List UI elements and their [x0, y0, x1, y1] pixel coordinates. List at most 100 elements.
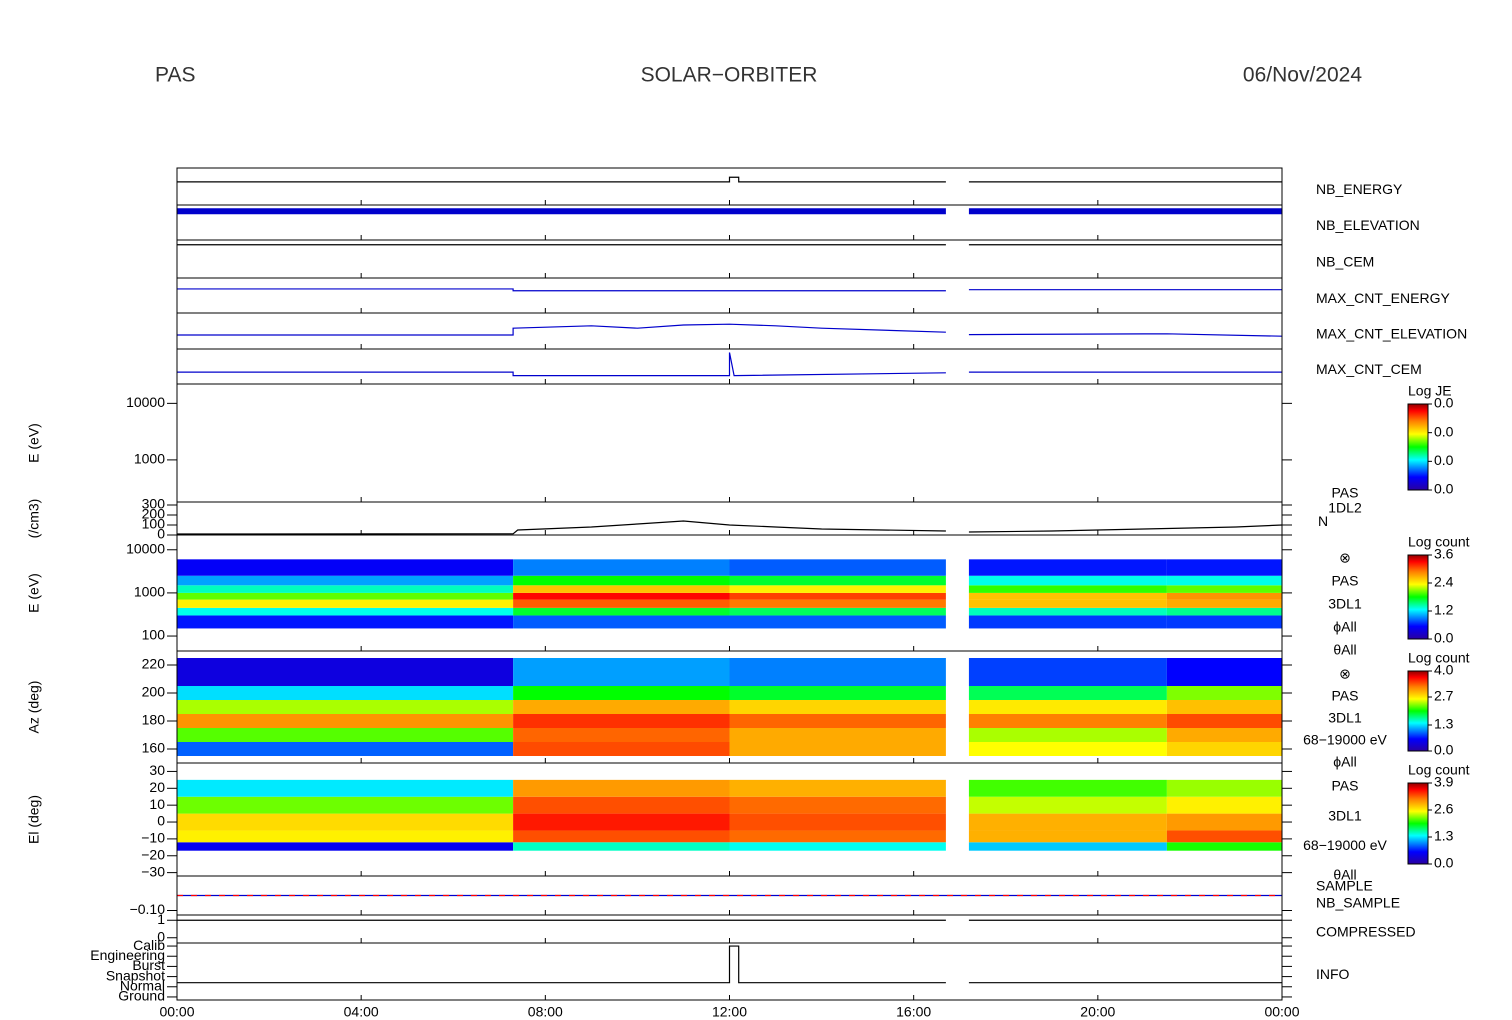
side-label: θAll [1333, 642, 1356, 658]
colorbar-tick-label: 0.0 [1434, 423, 1454, 439]
heat-cell [968, 686, 1167, 700]
heat-cell [1166, 842, 1282, 851]
heat-cell [968, 813, 1167, 831]
panel-label: COMPRESSED [1316, 924, 1416, 940]
side-label: PAS [1332, 485, 1359, 501]
heat-cell [1166, 714, 1282, 728]
side-label: PAS [1332, 778, 1359, 794]
y-tick-label: −10 [141, 830, 165, 846]
heat-cell [513, 714, 730, 728]
heat-cell [513, 700, 730, 714]
y-tick-label: Burst [132, 957, 165, 973]
colorbar-title: Log count [1408, 534, 1470, 550]
heat-cell [1166, 607, 1282, 616]
heat-cell [968, 728, 1167, 742]
heat-cell [513, 599, 730, 608]
colorbar-tick-label: 2.4 [1434, 574, 1454, 590]
heat-cell [968, 559, 1167, 576]
panel-frame [176, 383, 1283, 503]
y-axis-label: Az (deg) [26, 681, 42, 734]
series-line [176, 520, 1283, 535]
colorbar-tick-label: 2.7 [1434, 688, 1454, 704]
side-label: ϕAll [1333, 754, 1356, 770]
heat-cell [729, 742, 946, 756]
heat-cell [513, 559, 730, 576]
heat-cell [513, 575, 730, 586]
heat-cell [513, 813, 730, 831]
colorbar-tick-label: 4.0 [1434, 662, 1454, 678]
x-tick-label: 04:00 [344, 1004, 379, 1020]
heat-cell [177, 559, 514, 576]
panel-frame [176, 239, 1283, 279]
heat-cell [1166, 686, 1282, 700]
heat-cell [177, 658, 514, 686]
heat-cell [1166, 592, 1282, 600]
heat-cell [1166, 615, 1282, 629]
y-tick-label: 0 [157, 526, 165, 542]
colorbar-tick-label: 1.3 [1434, 828, 1454, 844]
heat-cell [177, 686, 514, 700]
heat-cell [729, 796, 946, 814]
x-tick-label: 16:00 [896, 1004, 931, 1020]
heat-cell [968, 585, 1167, 593]
heat-cell [513, 796, 730, 814]
y-tick-label: 10000 [126, 394, 165, 410]
y-axis-label: El (deg) [26, 795, 42, 844]
heat-cell [968, 615, 1167, 629]
heat-cell [968, 592, 1167, 600]
heat-cell [177, 742, 514, 756]
x-tick-label: 00:00 [159, 1004, 194, 1020]
heat-cell [729, 842, 946, 851]
side-label: θAll [1333, 867, 1356, 883]
heat-cell [513, 686, 730, 700]
y-axis-label: E (eV) [26, 423, 42, 463]
y-tick-label: 30 [149, 762, 165, 778]
heat-cell [177, 728, 514, 742]
heat-cell [513, 658, 730, 686]
colorbar-title: Log count [1408, 762, 1470, 778]
y-tick-label: Engineering [90, 947, 165, 963]
heat-cell [729, 599, 946, 608]
x-tick-label: 20:00 [1080, 1004, 1115, 1020]
heat-cell [968, 742, 1167, 756]
heat-cell [729, 559, 946, 576]
heat-cell [513, 607, 730, 616]
instrument: PAS [155, 64, 195, 87]
heat-cell [177, 599, 514, 608]
panel-frame [176, 312, 1283, 350]
heat-cell [968, 779, 1167, 797]
y-tick-label: 180 [142, 712, 166, 728]
y-tick-label: 0 [157, 813, 165, 829]
heat-cell [729, 592, 946, 600]
heat-cell [1166, 796, 1282, 814]
colorbar-tick-label: 0.0 [1434, 742, 1454, 758]
heat-cell [1166, 700, 1282, 714]
y-tick-label: 0 [157, 928, 165, 944]
heat-cell [729, 658, 946, 686]
side-label: ⊗ [1339, 550, 1351, 566]
series-line [177, 323, 1283, 337]
x-tick-label: 12:00 [712, 1004, 747, 1020]
heat-cell [729, 728, 946, 742]
colorbar-tick-label: 0.0 [1434, 630, 1454, 646]
side-label: 68−19000 eV [1303, 732, 1387, 748]
colorbar [1407, 554, 1429, 640]
heat-cell [968, 658, 1167, 686]
y-tick-label: Normal [120, 977, 165, 993]
heat-cell [513, 592, 730, 600]
date: 06/Nov/2024 [1243, 64, 1362, 87]
heat-cell [1166, 575, 1282, 586]
y-tick-label: −30 [141, 863, 165, 879]
y-tick-label: 220 [142, 656, 166, 672]
heat-cell [1166, 599, 1282, 608]
heat-cell [1166, 742, 1282, 756]
heat-cell [968, 607, 1167, 616]
colorbar-tick-label: 3.9 [1434, 774, 1454, 790]
panel-label: MAX_CNT_ENERGY [1316, 290, 1450, 306]
y-tick-label: 100 [142, 516, 166, 532]
y-axis-label: E (eV) [26, 573, 42, 613]
panel-label: NB_ENERGY [1316, 181, 1403, 197]
heat-cell [177, 575, 514, 586]
colorbar-tick-label: 0.0 [1434, 481, 1454, 497]
